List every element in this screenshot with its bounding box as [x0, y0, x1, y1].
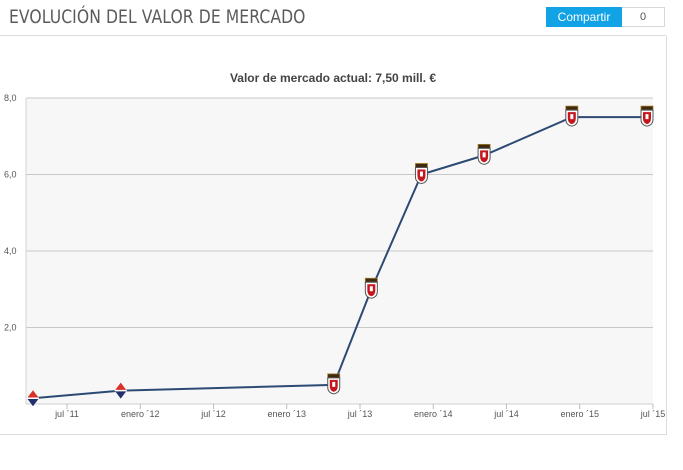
crest-crown [327, 373, 341, 379]
x-tick-label: enero ´15 [560, 409, 599, 419]
data-point [364, 277, 378, 299]
page-title: EVOLUCIÓN DEL VALOR DE MERCADO [9, 6, 306, 28]
crest-lower-half [114, 390, 127, 399]
data-point [414, 163, 428, 185]
x-tick-label: jul ´12 [200, 409, 226, 419]
bottom-divider [0, 434, 667, 435]
data-point [640, 105, 654, 127]
chart-title: Valor de mercado actual: 7,50 mill. € [230, 71, 436, 85]
crest-center-mark [482, 152, 486, 158]
crest-lower-half [27, 398, 39, 407]
red-blue-diamond-crest-icon [27, 390, 39, 399]
data-point [327, 373, 341, 395]
red-blue-diamond-crest-icon [114, 382, 127, 391]
share-count: 0 [622, 7, 665, 27]
data-point [565, 105, 579, 127]
data-point [477, 143, 491, 165]
series-line [32, 116, 647, 400]
x-tick-label: enero ´13 [267, 409, 306, 419]
crest-center-mark [570, 114, 574, 120]
crest-center-mark [332, 381, 336, 387]
y-tick-label: 2,0 [4, 323, 17, 333]
frame-border [666, 36, 667, 434]
x-tick-label: jul ´14 [493, 409, 519, 419]
x-tick-label: jul ´13 [347, 409, 373, 419]
crest-crown [565, 105, 579, 111]
crest-center-mark [369, 286, 373, 292]
crest-center-mark [645, 114, 649, 120]
crest-crown [477, 143, 491, 149]
crest-crown [640, 105, 654, 111]
market-value-chart: Valor de mercado actual: 7,50 mill. € 2,0… [4, 71, 666, 419]
crest-crown [364, 277, 378, 283]
x-tick-label: jul ´15 [640, 409, 666, 419]
chart-header: EVOLUCIÓN DEL VALOR DE MERCADO Compartir… [0, 0, 666, 36]
y-tick-label: 6,0 [4, 170, 17, 180]
y-tick-label: 4,0 [4, 246, 17, 256]
crest-center-mark [419, 171, 423, 177]
data-point [27, 390, 39, 407]
y-tick-label: 8,0 [4, 93, 17, 103]
x-tick-label: enero ´14 [414, 409, 453, 419]
share-button[interactable]: Compartir [546, 7, 622, 27]
crest-crown [415, 163, 428, 168]
x-tick-label: enero ´12 [121, 409, 160, 419]
data-point [114, 382, 127, 399]
x-tick-label: jul ´11 [54, 409, 79, 419]
